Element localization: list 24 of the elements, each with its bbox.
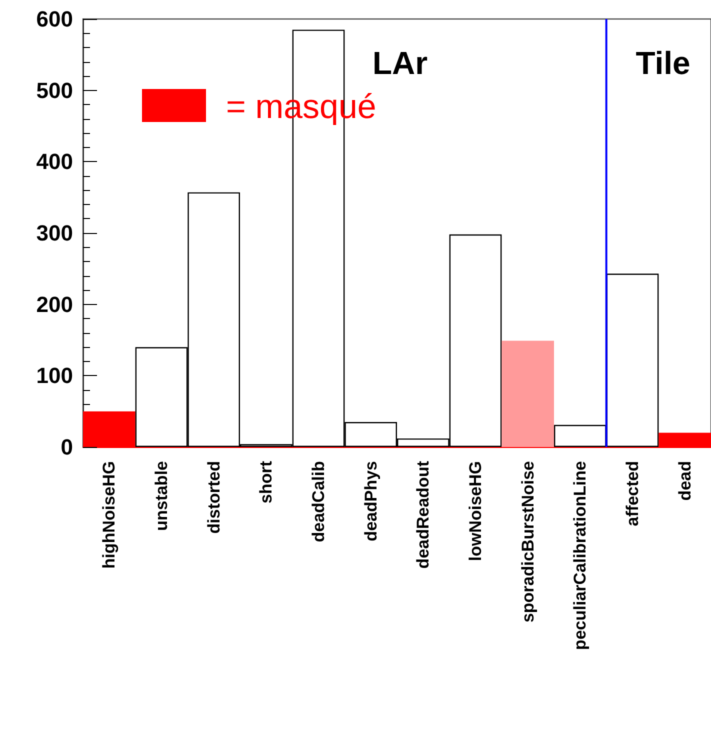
x-tick-label: peculiarCalibrationLine [570,461,590,650]
x-tick-label: highNoiseHG [100,461,119,569]
x-tick-label: dead [675,461,694,501]
bar [502,340,554,447]
x-tick-label: deadCalib [309,461,328,542]
x-tick-label: deadReadout [414,460,433,569]
x-tick-label: deadPhys [361,461,380,542]
x-tick-label: affected [623,461,642,526]
bar [606,274,659,447]
x-tick-label: short [256,460,276,504]
x-tick-label: lowNoiseHG [466,461,485,562]
y-tick-label: 300 [36,220,73,246]
x-tick-label: sporadicBurstNoise [518,461,538,623]
y-tick-label: 0 [60,434,73,460]
y-tick-label: 400 [36,149,73,174]
y-tick-label: 100 [36,363,73,388]
y-tick-label: 200 [36,292,73,317]
x-tick-label: distorted [204,461,224,534]
annotation: LAr [372,45,428,81]
annotation: Tile [636,45,690,81]
x-tick-label: unstable [152,461,171,531]
y-tick-label: 500 [36,78,73,103]
y-tick-label: 600 [36,6,73,32]
bar [554,424,606,447]
